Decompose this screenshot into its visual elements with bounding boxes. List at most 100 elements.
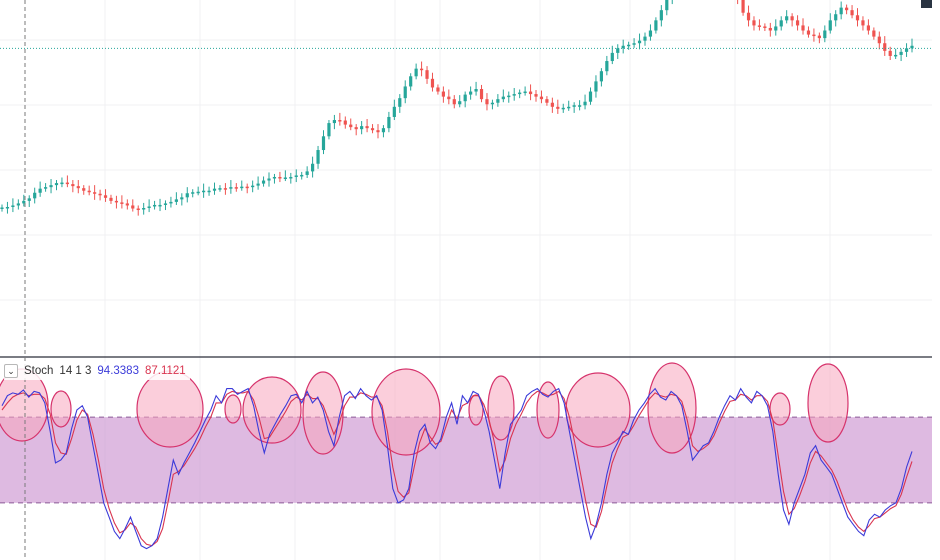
- candle-body: [409, 76, 413, 87]
- candle-body: [136, 208, 140, 211]
- k-value: 94.3383: [97, 365, 139, 377]
- candle-body: [147, 206, 151, 209]
- candle-body: [768, 27, 772, 31]
- candle-body: [305, 171, 309, 175]
- candle-body: [561, 107, 565, 110]
- candle-body: [501, 96, 505, 100]
- candle-body: [272, 176, 277, 179]
- candle-body: [627, 44, 631, 47]
- overbought-circle: [224, 394, 242, 424]
- candle-body: [447, 96, 451, 100]
- candle-body: [616, 48, 620, 53]
- candle-body: [152, 204, 157, 207]
- corner-marker: [921, 0, 932, 8]
- overbought-circle: [468, 394, 484, 426]
- candle-body: [528, 91, 533, 95]
- candle-body: [158, 204, 162, 207]
- candle-body: [414, 68, 418, 77]
- stoch-k-line: [1, 387, 913, 550]
- stoch-d-line: [1, 390, 913, 547]
- candle-body: [779, 20, 783, 27]
- candle-body: [632, 43, 636, 45]
- overbought-circle: [487, 375, 515, 441]
- candle-body: [485, 99, 489, 105]
- candle-body: [142, 208, 146, 210]
- candle-body: [256, 183, 260, 186]
- overbought-circle: [136, 370, 204, 448]
- candle-body: [131, 205, 135, 209]
- candle-body: [479, 89, 484, 100]
- candle-body: [599, 71, 604, 82]
- candle-body: [621, 45, 625, 49]
- candle-body: [507, 95, 511, 98]
- candle-body: [419, 68, 424, 71]
- candle-body: [212, 188, 217, 191]
- candle-body: [763, 26, 767, 28]
- candle-body: [60, 182, 64, 185]
- candle-body: [894, 54, 898, 57]
- candle-body: [430, 78, 435, 88]
- candle-body: [594, 81, 598, 92]
- candle-body: [332, 120, 336, 124]
- candle-body: [163, 203, 168, 205]
- candle-body: [855, 15, 860, 21]
- candle-body: [654, 20, 658, 31]
- candle-body: [125, 203, 129, 206]
- candle-body: [441, 91, 445, 97]
- candle-body: [801, 25, 805, 31]
- candle-body: [637, 40, 642, 44]
- candle-body: [54, 183, 59, 186]
- candle-body: [828, 20, 832, 31]
- candle-body: [785, 16, 789, 21]
- candle-body: [496, 99, 500, 103]
- candle-body: [850, 10, 854, 16]
- candle-body: [556, 106, 560, 109]
- candle-body: [567, 106, 571, 109]
- candle-body: [376, 130, 380, 133]
- overbought-circle: [807, 363, 849, 443]
- candle-body: [381, 128, 386, 133]
- candle-body: [169, 201, 173, 204]
- candle-body: [82, 188, 86, 191]
- candle-body: [774, 26, 778, 31]
- candle-body: [65, 182, 69, 185]
- candle-body: [223, 188, 228, 190]
- candle-body: [899, 51, 903, 55]
- candle-body: [605, 61, 609, 72]
- candle-body: [583, 101, 587, 106]
- candle-body: [191, 192, 195, 194]
- candle-body: [469, 91, 473, 95]
- collapse-indicator-button[interactable]: ⌄: [4, 364, 18, 378]
- candle-body: [474, 89, 478, 92]
- candle-body: [218, 188, 222, 190]
- candle-body: [240, 186, 244, 189]
- candle-body: [338, 120, 342, 122]
- candle-body: [71, 184, 75, 187]
- candle-body: [436, 87, 440, 92]
- candle-body: [370, 128, 375, 131]
- candle-body: [245, 186, 249, 189]
- candle-body: [659, 10, 663, 21]
- candle-body: [98, 193, 102, 196]
- candle-body: [877, 36, 881, 44]
- indicator-name: Stoch: [24, 365, 54, 377]
- stochastic-pane: [0, 362, 932, 550]
- candle-body: [22, 200, 26, 204]
- d-value: 87.1121: [144, 365, 186, 377]
- candle-body: [354, 127, 358, 130]
- candle-body: [752, 20, 756, 26]
- candle-body: [452, 99, 456, 105]
- candle-body: [578, 105, 582, 107]
- candle-body: [289, 176, 293, 179]
- candle-body: [109, 197, 113, 201]
- candle-body: [43, 187, 48, 189]
- stoch-band: [0, 417, 932, 503]
- candle-body: [845, 7, 849, 11]
- candle-body: [278, 176, 282, 179]
- candle-body: [834, 14, 838, 21]
- candle-body: [746, 12, 751, 21]
- candle-body: [392, 106, 396, 117]
